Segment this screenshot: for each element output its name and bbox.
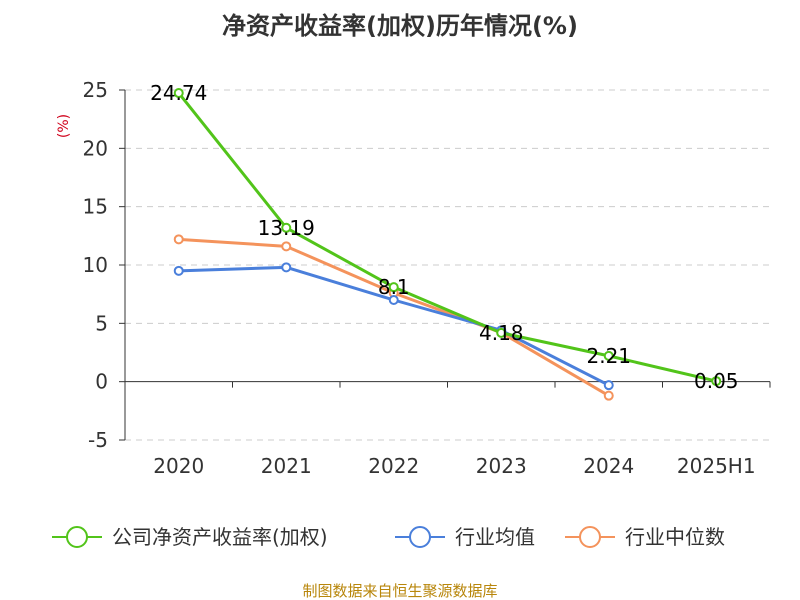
legend[interactable]: 公司净资产收益率(加权) 行业均值 行业中位数 xyxy=(52,525,725,549)
legend-item[interactable]: 行业均值 xyxy=(395,525,535,549)
y-tick-label: 15 xyxy=(83,195,108,219)
data-label: 0.05 xyxy=(694,369,739,393)
data-point xyxy=(711,376,722,387)
data-label: 8.1 xyxy=(378,275,410,299)
y-tick-label: 25 xyxy=(83,78,108,102)
data-point xyxy=(281,262,292,273)
x-tick-label: 2024 xyxy=(583,454,634,478)
data-point xyxy=(281,241,292,252)
legend-marker xyxy=(409,526,431,548)
legend-label: 行业均值 xyxy=(455,525,535,549)
legend-marker xyxy=(579,526,601,548)
x-tick-label: 2025H1 xyxy=(677,454,756,478)
axes: 25 20 15 10 5 0 -5 2020 2021 2022 2023 2024 2025H1 xyxy=(83,78,771,478)
data-labels: 24.74 13.19 8.1 4.18 2.21 0.05 xyxy=(150,81,738,393)
x-tick-label: 2023 xyxy=(476,454,527,478)
y-tick-label: 5 xyxy=(95,311,108,335)
data-label: 4.18 xyxy=(479,321,524,345)
series-line xyxy=(178,237,610,397)
x-tick-label: 2022 xyxy=(368,454,419,478)
legend-item[interactable]: 公司净资产收益率(加权) xyxy=(52,525,328,549)
data-label: 2.21 xyxy=(586,344,631,368)
data-point xyxy=(603,350,614,361)
data-point xyxy=(173,234,184,245)
data-point xyxy=(496,327,507,338)
grid-lines xyxy=(125,89,770,441)
legend-label: 公司净资产收益率(加权) xyxy=(112,525,328,549)
data-point xyxy=(281,222,292,233)
data-label: 24.74 xyxy=(150,81,207,105)
legend-marker xyxy=(66,526,88,548)
x-tick-label: 2020 xyxy=(153,454,204,478)
source-note: 制图数据来自恒生聚源数据库 xyxy=(302,582,497,600)
data-point xyxy=(173,265,184,276)
y-tick-label: 20 xyxy=(83,136,108,160)
series-lines xyxy=(173,88,722,401)
legend-label: 行业中位数 xyxy=(625,525,725,549)
data-point xyxy=(173,88,184,99)
legend-item[interactable]: 行业中位数 xyxy=(565,525,725,549)
data-label: 13.19 xyxy=(258,216,315,240)
x-tick-label: 2021 xyxy=(261,454,312,478)
series-line xyxy=(177,92,717,383)
data-point xyxy=(603,390,614,401)
y-tick-label: 10 xyxy=(83,253,108,277)
y-tick-label: 0 xyxy=(95,370,108,394)
data-point xyxy=(388,295,399,305)
data-point xyxy=(603,380,614,391)
y-tick-label: -5 xyxy=(88,428,108,452)
y-axis-unit-label: (%) xyxy=(56,114,72,138)
chart-title: 净资产收益率(加权)历年情况(%) xyxy=(222,12,578,40)
data-point xyxy=(388,282,399,293)
